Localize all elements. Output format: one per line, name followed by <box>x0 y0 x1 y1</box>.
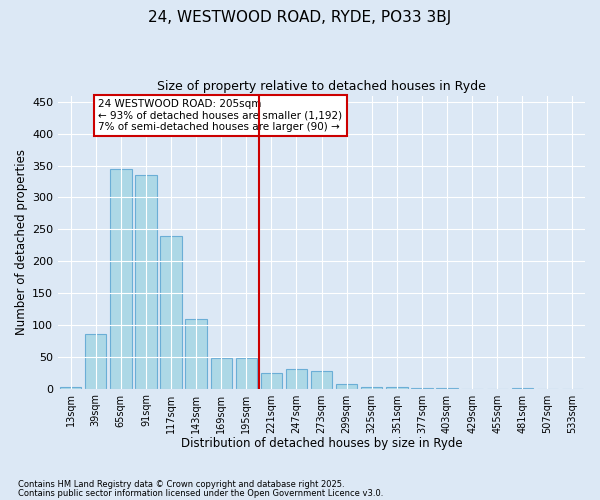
Bar <box>60 386 82 388</box>
Bar <box>336 384 358 388</box>
Bar <box>261 372 282 388</box>
Text: 24 WESTWOOD ROAD: 205sqm
← 93% of detached houses are smaller (1,192)
7% of semi: 24 WESTWOOD ROAD: 205sqm ← 93% of detach… <box>98 98 343 132</box>
Bar <box>110 169 131 388</box>
Bar <box>135 175 157 388</box>
Bar <box>311 371 332 388</box>
Bar <box>85 334 106 388</box>
Text: Contains public sector information licensed under the Open Government Licence v3: Contains public sector information licen… <box>18 488 383 498</box>
Bar <box>286 370 307 388</box>
Title: Size of property relative to detached houses in Ryde: Size of property relative to detached ho… <box>157 80 486 93</box>
Bar <box>211 358 232 388</box>
X-axis label: Distribution of detached houses by size in Ryde: Distribution of detached houses by size … <box>181 437 463 450</box>
Bar <box>386 386 407 388</box>
Bar <box>361 386 382 388</box>
Bar <box>185 318 207 388</box>
Text: 24, WESTWOOD ROAD, RYDE, PO33 3BJ: 24, WESTWOOD ROAD, RYDE, PO33 3BJ <box>148 10 452 25</box>
Bar <box>236 358 257 388</box>
Text: Contains HM Land Registry data © Crown copyright and database right 2025.: Contains HM Land Registry data © Crown c… <box>18 480 344 489</box>
Bar <box>160 236 182 388</box>
Y-axis label: Number of detached properties: Number of detached properties <box>15 149 28 335</box>
